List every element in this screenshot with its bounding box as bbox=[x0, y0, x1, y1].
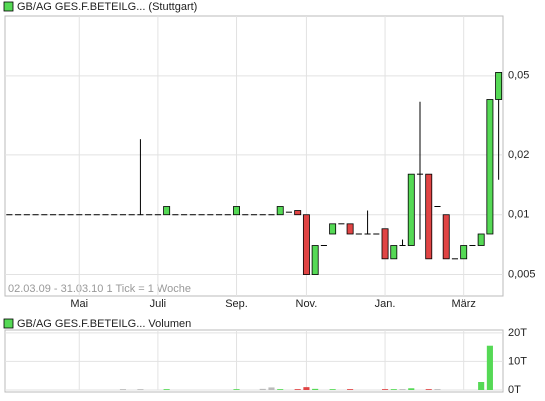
x-tick-label: Nov. bbox=[296, 298, 318, 310]
candle-body bbox=[477, 233, 485, 246]
volume-bar bbox=[119, 389, 127, 390]
legend-swatch bbox=[3, 1, 14, 12]
volume-bar bbox=[347, 389, 354, 390]
x-tick-label: Juli bbox=[150, 298, 167, 310]
volume-bar bbox=[303, 387, 310, 390]
y-tick-label: 0,05 bbox=[508, 70, 529, 82]
volume-bar bbox=[408, 388, 415, 390]
x-tick-label: Mai bbox=[70, 298, 88, 310]
volume-bar bbox=[434, 389, 441, 390]
y-tick-label: 0,01 bbox=[508, 209, 529, 221]
candle-body bbox=[407, 173, 415, 246]
x-tick-label: März bbox=[451, 298, 475, 310]
candle-body bbox=[294, 210, 302, 216]
candle-body bbox=[486, 99, 494, 235]
legend-swatch bbox=[3, 318, 14, 329]
candle-body bbox=[442, 214, 450, 260]
candle-body bbox=[311, 245, 319, 275]
candle-body bbox=[302, 214, 310, 275]
y-tick-label: 10T bbox=[508, 355, 527, 367]
volume-bar bbox=[381, 389, 389, 390]
candle-body bbox=[329, 223, 337, 235]
volume-bar bbox=[294, 389, 301, 390]
candle-body bbox=[495, 72, 503, 100]
volume-bar bbox=[312, 388, 319, 390]
candle-body bbox=[346, 223, 354, 235]
volume-bar bbox=[233, 389, 240, 390]
volume-bar bbox=[259, 388, 266, 390]
volume-bar bbox=[425, 389, 432, 390]
volume-title: GB/AG GES.F.BETEILG... Volumen bbox=[17, 318, 191, 330]
volume-bar bbox=[478, 382, 485, 390]
candle-body bbox=[390, 245, 398, 260]
y-tick-label: 20T bbox=[508, 327, 527, 339]
y-tick-label: 0,02 bbox=[508, 149, 529, 161]
candle-body bbox=[460, 245, 468, 260]
y-tick-label: 0,005 bbox=[508, 268, 536, 280]
volume-bar bbox=[163, 389, 170, 390]
candle-body bbox=[276, 206, 284, 216]
y-tick-label: 0T bbox=[508, 384, 521, 396]
volume-bar bbox=[390, 389, 397, 390]
candle-body bbox=[425, 173, 433, 260]
x-tick-label: Jan. bbox=[375, 298, 396, 310]
volume-bar bbox=[329, 389, 336, 390]
volume-bar bbox=[268, 387, 275, 390]
x-tick-label: Sep. bbox=[225, 298, 248, 310]
candle-body bbox=[163, 206, 171, 216]
candle-body bbox=[381, 228, 389, 260]
volume-bar bbox=[399, 389, 406, 390]
volume-bar bbox=[277, 389, 284, 390]
volume-bar bbox=[137, 389, 144, 390]
candle-body bbox=[233, 206, 240, 216]
volume-bar bbox=[486, 345, 493, 390]
subtitle: 02.03.09 - 31.03.10 1 Tick = 1 Woche bbox=[8, 283, 191, 295]
chart-title: GB/AG GES.F.BETEILG... (Stuttgart) bbox=[17, 1, 197, 13]
